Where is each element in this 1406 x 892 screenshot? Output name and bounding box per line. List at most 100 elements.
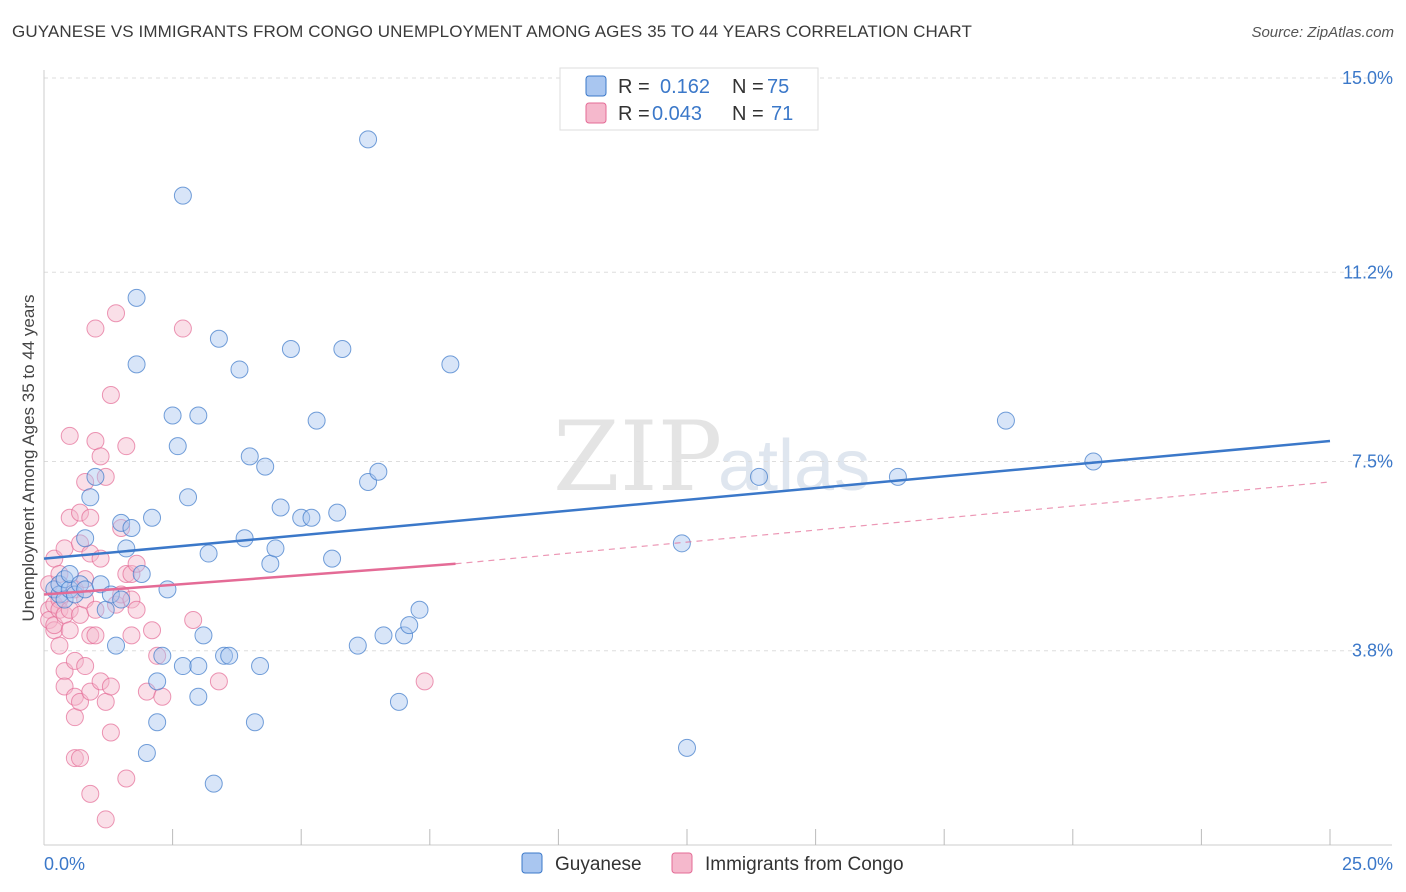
chart-title: GUYANESE VS IMMIGRANTS FROM CONGO UNEMPL… [12, 22, 972, 41]
legend-n-label-1: N = [732, 76, 764, 98]
data-point-guyanese [348, 636, 367, 655]
data-point-congo [184, 611, 203, 630]
data-point-guyanese [112, 513, 131, 532]
data-point-guyanese [410, 600, 429, 619]
y-tick-label: 3.8% [1352, 641, 1393, 661]
data-point-congo [60, 508, 79, 527]
data-point-congo [91, 447, 110, 466]
data-point-congo [71, 749, 90, 768]
data-point-guyanese [179, 488, 198, 507]
trend-line-guyanese [43, 439, 1331, 560]
data-point-guyanese [122, 518, 141, 537]
data-point-guyanese [204, 774, 223, 793]
data-point-guyanese [888, 467, 907, 486]
data-point-guyanese [143, 508, 162, 527]
legend-box: R = 0.162 N = 75 R = 0.043 N = 71 [559, 67, 819, 131]
data-point-congo [173, 319, 192, 338]
data-point-congo [71, 605, 90, 624]
data-point-congo [209, 672, 228, 691]
data-point-guyanese [220, 646, 239, 665]
data-point-congo [65, 749, 84, 768]
data-point-guyanese [400, 616, 419, 635]
y-tick-label: 15.0% [1342, 68, 1393, 88]
data-point-guyanese [55, 590, 74, 609]
y-axis-label: Unemployment Among Ages 35 to 44 years [19, 295, 38, 622]
data-point-guyanese [199, 544, 218, 563]
data-point-congo [96, 810, 115, 829]
data-point-congo [81, 508, 100, 527]
data-point-guyanese [127, 288, 146, 307]
data-point-guyanese [441, 355, 460, 374]
data-point-congo [127, 600, 146, 619]
y-tick-label: 7.5% [1352, 452, 1393, 472]
data-point-guyanese [173, 657, 192, 676]
bottom-legend-congo: Immigrants from Congo [705, 854, 904, 875]
tick-labels: 3.8% 7.5% 11.2% 15.0% 0.0% 25.0% [44, 68, 1393, 874]
legend-swatch-guyanese [585, 75, 607, 97]
data-point-congo [122, 564, 141, 583]
data-point-congo [81, 626, 100, 645]
data-point-congo [76, 657, 95, 676]
legend-n-label-2: N = [732, 103, 764, 125]
data-point-congo [96, 692, 115, 711]
data-point-guyanese [168, 437, 187, 456]
chart-source: Source: ZipAtlas.com [1251, 24, 1394, 41]
data-point-guyanese [333, 340, 352, 359]
watermark-zip: ZIP [553, 401, 722, 513]
data-point-guyanese [65, 585, 84, 604]
data-point-congo [50, 636, 69, 655]
data-point-congo [60, 621, 79, 640]
data-point-guyanese [112, 590, 131, 609]
data-point-congo [86, 600, 105, 619]
data-point-guyanese [389, 692, 408, 711]
data-point-guyanese [750, 467, 769, 486]
data-point-guyanese [323, 549, 342, 568]
data-point-guyanese [96, 600, 115, 619]
data-point-guyanese [235, 529, 254, 548]
trend-lines [43, 439, 1331, 596]
legend-r-value-2: 0.043 [652, 103, 702, 125]
data-point-guyanese [245, 713, 264, 732]
x-tick-label: 25.0% [1342, 854, 1393, 874]
data-point-congo [50, 600, 69, 619]
data-point-congo [143, 621, 162, 640]
data-point-congo [71, 503, 90, 522]
data-point-guyanese [307, 411, 326, 430]
data-point-congo [127, 554, 146, 573]
data-point-guyanese [76, 529, 95, 548]
data-point-guyanese [292, 508, 311, 527]
data-point-congo [122, 626, 141, 645]
data-point-guyanese [395, 626, 414, 645]
legend-r-value-1: 0.162 [660, 76, 710, 98]
trend-line-congo [43, 562, 456, 596]
data-point-guyanese [163, 406, 182, 425]
data-point-guyanese [328, 503, 347, 522]
data-point-congo [415, 672, 434, 691]
data-point-guyanese [189, 657, 208, 676]
data-point-congo [112, 518, 131, 537]
data-point-guyanese [209, 329, 228, 348]
legend-r-label-2: R = [618, 103, 650, 125]
data-point-guyanese [672, 534, 691, 553]
data-point-guyanese [374, 626, 393, 645]
data-point-congo [65, 651, 84, 670]
data-point-guyanese [76, 580, 95, 599]
data-point-congo [60, 426, 79, 445]
legend-swatch-congo [585, 102, 607, 124]
data-point-congo [148, 646, 167, 665]
data-point-congo [86, 319, 105, 338]
data-point-guyanese [81, 488, 100, 507]
series-congo-points [40, 304, 434, 829]
data-point-guyanese [996, 411, 1015, 430]
data-point-guyanese [173, 186, 192, 205]
data-point-guyanese [281, 340, 300, 359]
data-point-guyanese [137, 743, 156, 762]
data-point-guyanese [302, 508, 321, 527]
data-point-guyanese [359, 130, 378, 149]
data-point-congo [153, 687, 172, 706]
legend-n-value-1: 75 [767, 76, 789, 98]
data-point-guyanese [86, 467, 105, 486]
bottom-legend-swatch-guyanese [521, 852, 543, 874]
data-point-guyanese [158, 580, 177, 599]
